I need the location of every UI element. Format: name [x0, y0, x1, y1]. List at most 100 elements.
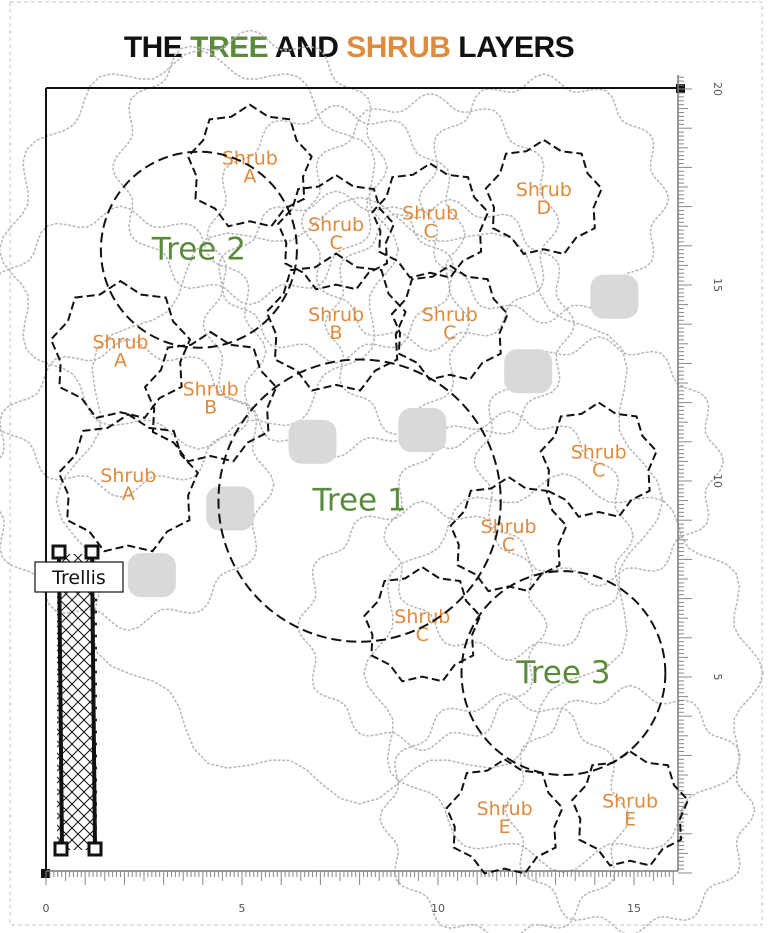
shrub-label-line1: Shrub — [602, 790, 658, 812]
stepping-stone — [398, 408, 447, 453]
x-tick-label: 15 — [627, 902, 641, 915]
y-tick-label: 15 — [711, 278, 724, 292]
shrub-c-5: Shrub C — [449, 475, 568, 593]
tree-label: Tree 2 — [151, 232, 246, 268]
title-part1: THE — [124, 31, 190, 64]
stepping-stone — [127, 553, 176, 598]
shrub-outline — [143, 330, 278, 463]
tree-label: Tree 3 — [515, 655, 610, 691]
rulers: 0 5 10 15 5 10 15 20 — [43, 75, 724, 915]
shrub-label-line1: Shrub — [422, 304, 478, 326]
shrub-label-line2: E — [624, 808, 636, 830]
shrub-label: Shrub D — [516, 179, 572, 219]
diagram-title: THE TREE AND SHRUB LAYERS — [124, 31, 574, 64]
shrub-label-line1: Shrub — [100, 465, 156, 487]
shrub-label: Shrub A — [92, 332, 148, 372]
shrub-label: Shrub A — [222, 147, 278, 187]
shrub-label: Shrub C — [481, 516, 537, 556]
tree-canopy — [217, 358, 502, 643]
shrub-outline — [277, 174, 396, 291]
shrub-label-line2: C — [424, 220, 437, 242]
shrub-a-mid: Shrub A — [49, 279, 192, 420]
shrub-label-line1: Shrub — [571, 441, 627, 463]
shrub-label-line2: C — [502, 534, 515, 556]
shrub-b-mid: Shrub B — [265, 252, 407, 392]
trellis-anchor — [53, 841, 69, 857]
shrub-d: Shrub D — [484, 138, 603, 256]
stepping-stones — [127, 274, 639, 598]
trellis-post-left — [57, 553, 64, 851]
shrub-outline — [445, 758, 564, 875]
trellis-label: Trellis — [51, 567, 106, 589]
title-shrub: SHRUB — [346, 31, 450, 64]
shrub-e-1: Shrub E — [445, 758, 564, 875]
shrub-c-6: Shrub C — [363, 566, 482, 683]
shrub-outline — [371, 162, 490, 279]
x-tick-label: 0 — [43, 902, 50, 915]
shrub-label-line2: A — [243, 165, 256, 187]
tree-2: Tree 2 — [99, 150, 298, 349]
shrub-label-line2: C — [443, 322, 456, 344]
y-tick-label: 5 — [711, 674, 724, 681]
trellis-label-box — [34, 561, 124, 593]
stepping-stone — [590, 274, 639, 319]
tree-1: Tree 1 — [217, 358, 502, 643]
tree-canopy — [460, 570, 667, 777]
shrub-label-line2: C — [416, 624, 429, 646]
tree-3: Tree 3 — [460, 570, 667, 777]
shrub-label: Shrub E — [477, 798, 533, 838]
stepping-stone — [504, 349, 553, 394]
shrub-label: Shrub C — [394, 606, 450, 646]
spread-guide — [504, 684, 756, 933]
tree-canopy — [99, 150, 298, 349]
spread-guide — [363, 472, 764, 874]
shrub-label: Shrub A — [100, 465, 156, 505]
spread-guide — [324, 198, 576, 450]
y-tick-label: 10 — [711, 474, 724, 488]
shrub-label-line1: Shrub — [222, 147, 278, 169]
shrub-c-3: Shrub C — [390, 264, 509, 381]
trellis-anchor — [51, 544, 67, 560]
shrub-label-line1: Shrub — [308, 214, 364, 236]
shrub-label-line1: Shrub — [481, 516, 537, 538]
shrub-label: Shrub C — [308, 214, 364, 254]
shrub-outline — [363, 566, 482, 683]
shrub-outline — [265, 252, 407, 392]
spread-guide — [383, 410, 635, 662]
spread-guide — [206, 104, 466, 364]
shrub-label-line1: Shrub — [516, 179, 572, 201]
shrub-b-left: Shrub B — [143, 330, 278, 463]
shrub-label: Shrub E — [602, 790, 658, 830]
shrub-label-line2: A — [114, 350, 127, 372]
shrub-label-line2: B — [204, 397, 217, 419]
shrub-outline — [57, 413, 199, 553]
trellis-post-right — [90, 553, 97, 851]
x-tick-label: 10 — [431, 902, 445, 915]
shrub-outline — [571, 750, 690, 867]
shrub-label-line2: C — [329, 232, 342, 254]
shrub-label-line1: Shrub — [183, 379, 239, 401]
shrub-label-line1: Shrub — [394, 606, 450, 628]
shrub-outline — [484, 138, 603, 256]
shrub-label-line2: B — [330, 322, 343, 344]
shrub-outline — [390, 264, 509, 381]
shrub-label-line1: Shrub — [92, 332, 148, 354]
shrub-label-line1: Shrub — [402, 202, 458, 224]
trellis-anchor — [84, 544, 100, 560]
shrub-label-line2: D — [537, 197, 552, 219]
shrub-label-line1: Shrub — [477, 798, 533, 820]
spread-guide — [473, 335, 725, 587]
shrub-c-2: Shrub C — [371, 162, 490, 279]
stepping-stone — [288, 419, 337, 464]
shrub-outline — [539, 401, 658, 518]
trellis: Trellis — [34, 544, 124, 857]
shrub-label: Shrub B — [308, 304, 364, 344]
title-tree: TREE — [190, 31, 268, 64]
shrub-label-line2: C — [592, 459, 605, 481]
shrub-a-top: Shrub A — [186, 103, 313, 228]
shrub-c-4: Shrub C — [539, 401, 658, 518]
tree-label: Tree 1 — [312, 483, 407, 519]
shrub-outline — [186, 103, 313, 228]
